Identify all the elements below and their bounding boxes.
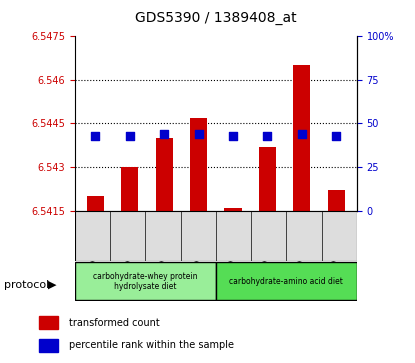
Bar (328, 190, 345, 211)
Text: GDS5390 / 1389408_at: GDS5390 / 1389408_at (135, 11, 297, 25)
Text: carbohydrate-whey protein
hydrolysate diet: carbohydrate-whey protein hydrolysate di… (93, 272, 198, 291)
Bar (190, 118, 207, 211)
Text: percentile rank within the sample: percentile rank within the sample (69, 340, 234, 350)
Point (161, 131, 168, 137)
Point (127, 133, 133, 139)
Point (264, 133, 271, 139)
Text: ▶: ▶ (48, 280, 56, 290)
Point (333, 133, 339, 139)
Bar (87, 196, 104, 211)
Bar (121, 167, 138, 211)
Bar (293, 65, 310, 211)
Point (92, 133, 99, 139)
Bar (75, 262, 216, 301)
Point (298, 131, 305, 137)
Bar (216, 262, 357, 301)
Text: carbohydrate-amino acid diet: carbohydrate-amino acid diet (229, 277, 343, 286)
Point (195, 131, 202, 137)
Bar (39, 339, 58, 352)
Bar (156, 138, 173, 211)
Point (229, 133, 236, 139)
Bar (39, 316, 58, 329)
Text: protocol: protocol (4, 280, 49, 290)
Bar (259, 147, 276, 211)
Bar (225, 208, 242, 211)
Text: transformed count: transformed count (69, 318, 160, 327)
